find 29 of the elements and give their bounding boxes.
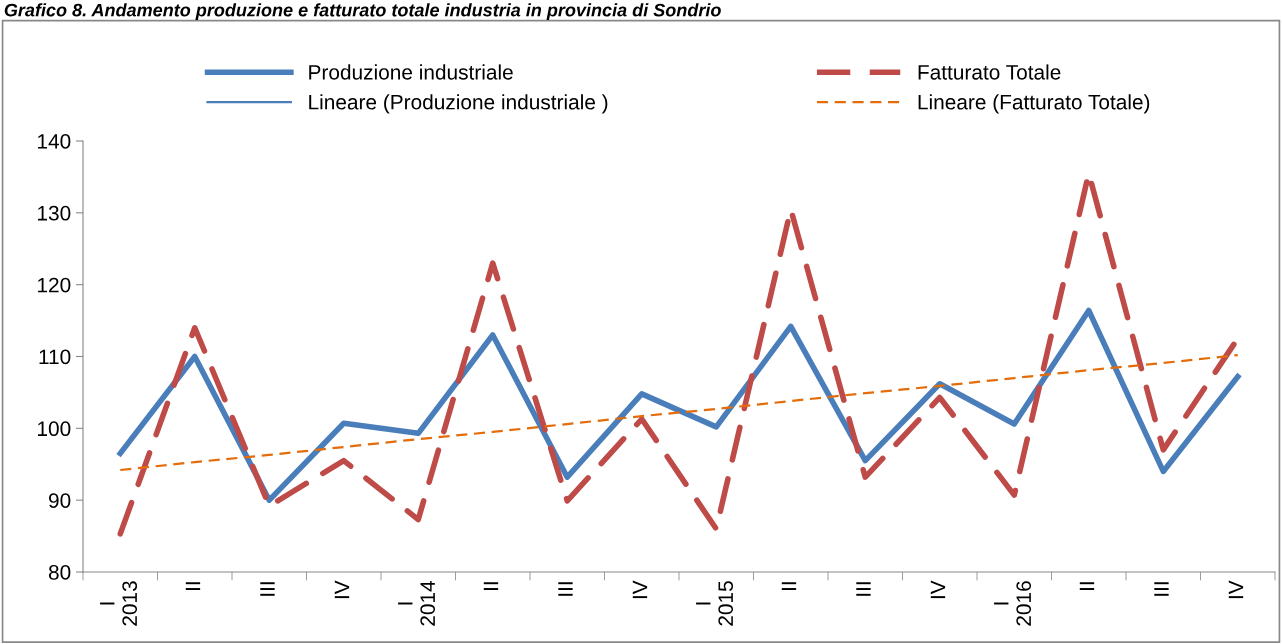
legend-label: Lineare (Produzione industriale ) bbox=[309, 94, 608, 114]
x-tick-label: III bbox=[856, 582, 871, 596]
x-tick-label: II bbox=[781, 582, 797, 590]
chart-title: Grafico 8. Andamento produzione e fatturato totale industria in provincia di Sondrio bbox=[4, 3, 721, 21]
x-tick-label: II bbox=[1079, 582, 1095, 590]
x-tick-label: III bbox=[260, 582, 275, 596]
legend-label: Lineare (Fatturato Totale) bbox=[918, 94, 1150, 114]
legend-label: Produzione industriale bbox=[309, 64, 513, 80]
x-tick-label: III bbox=[1154, 582, 1169, 596]
x-tick-label: I 2016 bbox=[994, 581, 1032, 626]
x-tick-label: I 2014 bbox=[398, 580, 436, 626]
legend-label: Fatturato Totale bbox=[918, 64, 1061, 80]
x-tick-label: I 2013 bbox=[100, 581, 138, 626]
line-series bbox=[119, 353, 1239, 472]
x-tick-label: I 2015 bbox=[696, 581, 734, 626]
y-tick-label: 130 bbox=[38, 205, 71, 221]
y-tick-label: 140 bbox=[38, 134, 71, 149]
x-tick-label: III bbox=[558, 582, 573, 596]
x-tick-label: IV bbox=[1228, 580, 1244, 599]
y-tick-label: 80 bbox=[48, 565, 71, 580]
x-tick-label: II bbox=[483, 582, 499, 590]
y-tick-label: 120 bbox=[38, 277, 71, 293]
y-tick-label: 110 bbox=[39, 349, 71, 365]
x-tick-label: IV bbox=[632, 580, 648, 599]
x-tick-label: IV bbox=[334, 580, 350, 599]
x-tick-label: II bbox=[185, 582, 201, 590]
y-tick-label: 90 bbox=[49, 493, 71, 508]
x-tick-label: IV bbox=[930, 580, 946, 599]
y-tick-label: 100 bbox=[38, 421, 71, 437]
